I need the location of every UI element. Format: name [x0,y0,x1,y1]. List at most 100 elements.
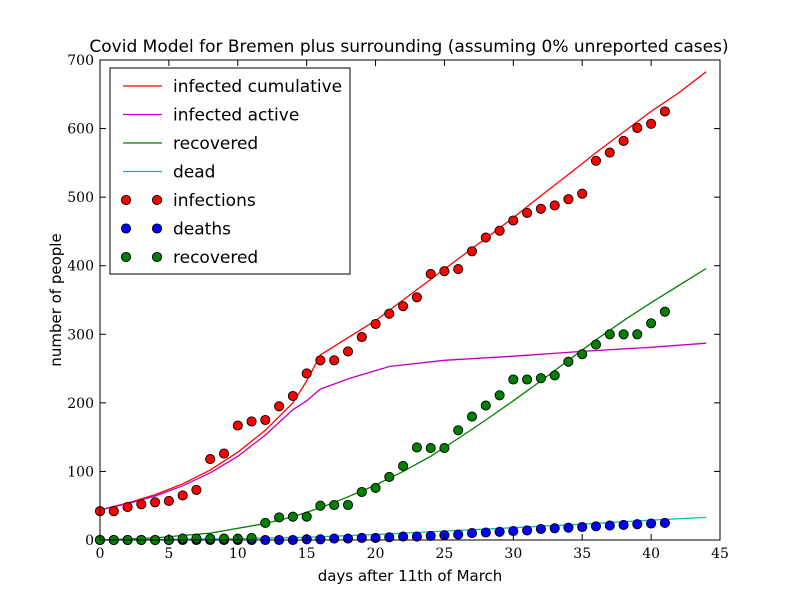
y-tick-label: 400 [67,259,94,275]
data-point-deaths [632,519,643,530]
legend-label-infections: infections [173,191,256,211]
data-point-recovered [453,425,464,436]
data-point-deaths [659,517,670,528]
x-tick-label: 40 [642,546,660,562]
data-point-recovered [480,400,491,411]
data-point-recovered [384,471,395,482]
x-axis-title: days after 11th of March [318,567,503,585]
data-point-recovered [342,499,354,511]
data-point-infections [577,188,588,199]
data-point-recovered [590,339,602,350]
data-point-recovered [466,411,478,422]
data-point-recovered [260,517,271,528]
data-point-deaths [342,533,354,544]
data-point-infections [398,301,409,312]
data-point-deaths [384,532,395,543]
y-tick-label: 100 [67,464,94,480]
y-tick-label: 500 [67,190,94,206]
data-point-deaths [563,522,574,533]
data-point-infections [329,355,340,366]
data-point-recovered [563,356,574,367]
data-point-infections [108,506,119,517]
data-point-infections [136,499,147,510]
legend-marker-infections [151,194,163,206]
legend-marker-recovered [151,251,163,263]
data-point-infections [287,390,298,402]
data-point-infections [122,502,133,513]
data-point-deaths [425,530,436,541]
x-tick-label: 25 [436,546,454,562]
data-point-deaths [618,519,629,530]
data-point-infections [522,207,533,218]
data-point-deaths [411,531,422,542]
data-point-deaths [494,526,505,537]
data-point-deaths [356,532,367,543]
data-point-infections [494,225,505,236]
data-point-deaths [315,534,326,545]
data-point-deaths [590,521,602,532]
x-tick-label: 5 [164,546,173,562]
data-point-recovered [508,374,519,385]
data-point-infections [535,203,546,214]
x-tick-label: 30 [504,546,522,562]
data-point-infections [453,264,464,275]
data-point-recovered [604,329,615,340]
data-point-infections [150,497,161,508]
y-tick-label: 0 [85,533,94,549]
data-point-recovered [494,390,505,401]
legend-label-recovered: recovered [173,134,258,154]
data-point-recovered [425,443,436,454]
data-point-infections [480,232,491,243]
data-point-recovered [177,533,188,544]
data-point-recovered [439,443,450,454]
data-point-deaths [453,529,464,540]
legend-marker-deaths [151,223,163,234]
data-point-infections [646,118,657,129]
x-tick-label: 35 [573,546,591,562]
plot-frame [99,59,721,541]
y-tick-label: 700 [67,53,94,69]
chart-title: Covid Model for Bremen plus surrounding … [89,37,728,57]
y-tick-label: 300 [67,327,94,343]
x-tick-label: 20 [367,546,385,562]
data-point-recovered [632,329,643,340]
data-point-deaths [646,518,657,529]
data-point-infections [590,155,602,166]
data-point-infections [439,266,450,277]
data-point-recovered [218,533,230,544]
legend-marker-infections [120,194,132,206]
data-point-infections [246,416,257,427]
legend-label-infected-cumulative: infected cumulative [173,77,342,97]
data-point-deaths [535,523,546,535]
legend-label-dead: dead [173,163,215,183]
data-point-recovered [646,318,657,329]
data-point-recovered [411,442,422,453]
data-point-deaths [329,533,340,544]
data-point-infections [508,215,519,226]
data-point-infections [232,420,243,431]
series-line-dead [99,516,707,541]
legend-label-recovered: recovered [173,248,258,268]
data-point-recovered [301,511,312,522]
data-point-recovered [522,374,533,385]
data-point-deaths [466,528,478,539]
data-point-recovered [659,306,670,317]
data-point-infections [466,246,478,257]
x-tick-label: 45 [711,546,729,562]
data-point-deaths [480,527,491,538]
data-point-infections [356,331,367,343]
data-point-deaths [549,523,560,534]
data-point-recovered [191,533,202,544]
x-tick-label: 0 [96,546,105,562]
y-tick-label: 600 [67,122,94,138]
data-point-recovered [398,460,409,471]
data-point-infections [563,194,574,205]
data-point-infections [411,292,422,303]
data-point-infections [342,346,354,357]
data-point-infections [604,147,615,158]
data-point-infections [205,454,216,465]
data-point-infections [315,355,326,366]
data-point-recovered [287,511,298,522]
data-point-recovered [535,373,546,384]
